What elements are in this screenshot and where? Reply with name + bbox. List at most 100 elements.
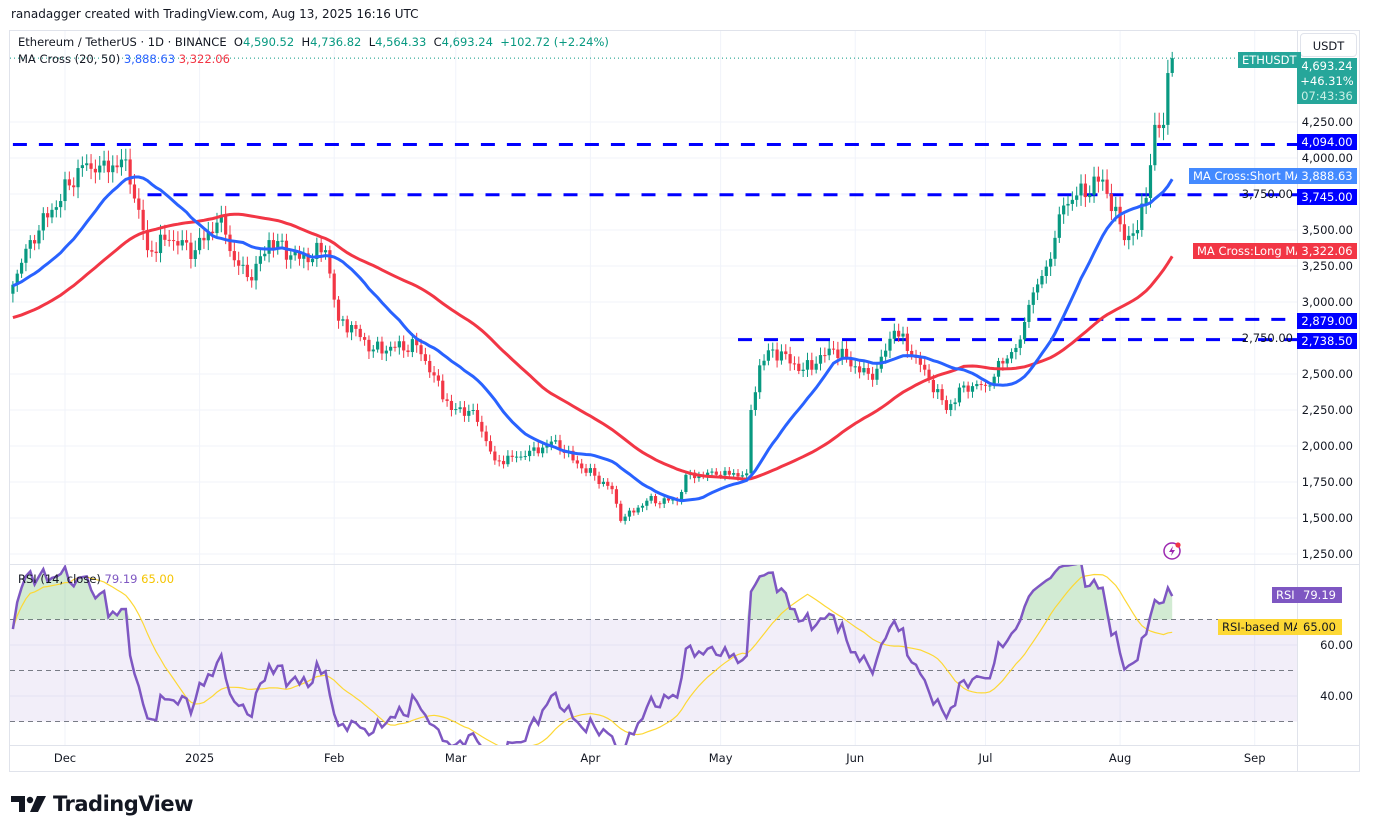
candle — [679, 489, 684, 505]
candle-body — [766, 350, 771, 361]
candle — [293, 245, 297, 261]
symbol-name[interactable]: Ethereum / TetherUS · 1D · BINANCE — [18, 35, 227, 49]
candle-body — [445, 399, 449, 401]
candle-body — [1144, 197, 1148, 204]
symbol-legend: Ethereum / TetherUS · 1D · BINANCE O4,59… — [18, 35, 609, 49]
candle-body — [397, 341, 401, 348]
candle-body — [158, 234, 163, 254]
ma-long-line — [12, 212, 1174, 481]
candle-body — [844, 348, 849, 359]
ma-legend[interactable]: MA Cross (20, 50) 3,888.63 3,322.06 — [18, 52, 230, 66]
candle — [98, 156, 102, 180]
candle-body — [1040, 275, 1044, 285]
candle — [762, 354, 766, 371]
candle-body — [1009, 352, 1014, 359]
candle — [1131, 223, 1135, 246]
candle-body — [523, 456, 527, 458]
candle-body — [271, 240, 276, 248]
candle-body — [1031, 292, 1035, 305]
candle-body — [1157, 124, 1161, 129]
price-tick: 4,000.00 — [1301, 150, 1353, 165]
candle — [801, 362, 805, 378]
candle-body — [601, 481, 606, 484]
candle-body — [458, 407, 462, 410]
candle — [940, 384, 944, 405]
candle — [15, 269, 19, 292]
candle-body — [98, 165, 102, 173]
tradingview-logo[interactable]: TradingView — [11, 792, 193, 816]
candle — [471, 403, 475, 415]
candle — [362, 332, 367, 346]
candle — [610, 482, 614, 495]
currency-button[interactable]: USDT — [1300, 33, 1357, 57]
candle — [458, 401, 462, 413]
candle-body — [237, 260, 241, 266]
candle — [949, 399, 953, 417]
candle — [962, 381, 966, 393]
candle — [315, 237, 319, 267]
candle-body — [753, 392, 757, 410]
candle-body — [679, 491, 684, 501]
close-value: 4,693.24 — [441, 35, 493, 49]
candle — [50, 203, 54, 224]
candle — [884, 343, 888, 364]
candle — [189, 232, 193, 269]
candle-body — [775, 349, 779, 361]
candle — [267, 232, 271, 263]
price-tick: 1,750.00 — [1301, 474, 1353, 489]
rsi-line — [11, 565, 1174, 745]
candle-body — [145, 229, 150, 251]
low-value: 4,564.33 — [375, 35, 427, 49]
candle — [936, 384, 940, 399]
candle-body — [875, 368, 879, 380]
candle-body — [632, 510, 636, 513]
candle — [831, 340, 836, 355]
candle-body — [719, 474, 723, 476]
candle-body — [1062, 205, 1066, 215]
time-tick: Sep — [1243, 751, 1266, 765]
current-price: 4,693.24 — [1301, 59, 1353, 73]
candle-body — [111, 165, 115, 173]
alert-lightning-icon — [1163, 542, 1181, 560]
candle — [323, 245, 328, 260]
candle-body — [610, 485, 614, 490]
candle-body — [501, 460, 506, 465]
candle — [484, 425, 488, 447]
candle — [24, 244, 28, 272]
candle — [653, 493, 658, 507]
candle — [944, 395, 949, 414]
candle-body — [840, 348, 844, 359]
candle — [410, 332, 414, 358]
candle-body — [666, 498, 671, 501]
level-tag-2879: 2,879.00 — [1297, 313, 1357, 329]
candle-body — [454, 409, 458, 411]
candle-body — [254, 263, 258, 281]
candle — [905, 326, 909, 358]
candle — [649, 493, 653, 504]
candle-body — [302, 253, 306, 259]
candle — [341, 315, 345, 327]
rsi-legend[interactable]: RSI (14, close) 79.19 65.00 — [18, 572, 175, 586]
candle-body — [619, 503, 623, 521]
candle — [237, 251, 241, 275]
candle-body — [758, 365, 762, 393]
candle-body — [349, 324, 354, 333]
candle-body — [462, 407, 467, 416]
candle — [1022, 317, 1027, 344]
candle — [497, 454, 501, 467]
candle-body — [979, 384, 983, 386]
rsi-tag: RSI — [1272, 587, 1299, 603]
ma-short-value: 3,888.63 — [123, 52, 176, 66]
candle — [280, 233, 284, 247]
candle — [619, 500, 623, 523]
ma-long-value: 3,322.06 — [178, 52, 230, 66]
ma-short-box: 3,888.63 — [1297, 168, 1357, 184]
candle — [1066, 195, 1070, 216]
ma-long-tag: MA Cross:Long MA — [1193, 243, 1303, 259]
candle — [662, 496, 666, 508]
candle-body — [706, 472, 710, 477]
candle-body — [263, 253, 267, 257]
candle — [67, 171, 71, 191]
candle — [775, 342, 779, 368]
